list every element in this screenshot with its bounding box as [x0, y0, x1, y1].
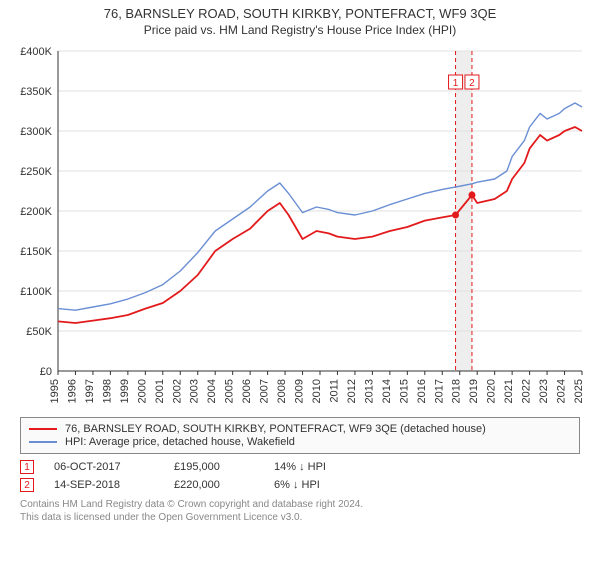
line-chart-svg: £0 £50K £100K £150K £200K £250K £300K £350K £400…: [10, 41, 590, 411]
svg-text:2012: 2012: [346, 379, 358, 403]
svg-text:2: 2: [469, 78, 475, 89]
svg-text:2025: 2025: [573, 379, 585, 403]
svg-text:1999: 1999: [119, 379, 131, 403]
svg-text:2019: 2019: [468, 379, 480, 403]
svg-text:2017: 2017: [433, 379, 445, 403]
legend-item: 76, BARNSLEY ROAD, SOUTH KIRKBY, PONTEFR…: [29, 423, 571, 435]
svg-text:£100K: £100K: [20, 286, 52, 298]
legend-swatch: [29, 428, 57, 430]
svg-text:£150K: £150K: [20, 246, 52, 258]
legend-box: 76, BARNSLEY ROAD, SOUTH KIRKBY, PONTEFR…: [20, 417, 580, 454]
sale-marker: 1: [20, 460, 34, 474]
svg-text:£400K: £400K: [20, 46, 52, 58]
chart-title: 76, BARNSLEY ROAD, SOUTH KIRKBY, PONTEFR…: [0, 6, 600, 21]
svg-text:2002: 2002: [171, 379, 183, 403]
svg-text:1998: 1998: [101, 379, 113, 403]
sale-delta: 6% ↓ HPI: [274, 479, 374, 491]
svg-text:2022: 2022: [521, 379, 533, 403]
svg-text:2000: 2000: [136, 379, 148, 403]
legend-swatch: [29, 441, 57, 443]
svg-text:1995: 1995: [49, 379, 61, 403]
sale-row: 1 06-OCT-2017£195,00014% ↓ HPI: [20, 460, 580, 474]
svg-text:£350K: £350K: [20, 86, 52, 98]
svg-text:2005: 2005: [224, 379, 236, 403]
svg-text:2003: 2003: [189, 379, 201, 403]
svg-text:2024: 2024: [556, 379, 568, 403]
svg-text:2023: 2023: [538, 379, 550, 403]
svg-text:£250K: £250K: [20, 166, 52, 178]
sales-table: 1 06-OCT-2017£195,00014% ↓ HPI 2 14-SEP-201…: [20, 460, 580, 492]
svg-text:2015: 2015: [398, 379, 410, 403]
svg-text:2011: 2011: [328, 379, 340, 403]
svg-text:£50K: £50K: [26, 326, 52, 338]
sale-date: 14-SEP-2018: [54, 479, 174, 491]
svg-text:£200K: £200K: [20, 206, 52, 218]
svg-text:2013: 2013: [363, 379, 375, 403]
svg-text:2010: 2010: [311, 379, 323, 403]
sale-row: 2 14-SEP-2018£220,0006% ↓ HPI: [20, 478, 580, 492]
chart-subtitle: Price paid vs. HM Land Registry's House …: [0, 23, 600, 37]
sale-marker: 2: [20, 478, 34, 492]
svg-text:2020: 2020: [486, 379, 498, 403]
chart-area: £0 £50K £100K £150K £200K £250K £300K £350K £400…: [10, 41, 590, 411]
sale-price: £195,000: [174, 461, 274, 473]
chart-container: 76, BARNSLEY ROAD, SOUTH KIRKBY, PONTEFR…: [0, 6, 600, 566]
svg-text:2008: 2008: [276, 379, 288, 403]
svg-text:2018: 2018: [451, 379, 463, 403]
svg-text:2009: 2009: [294, 379, 306, 403]
footer-line2: This data is licensed under the Open Gov…: [20, 511, 580, 524]
legend-label: 76, BARNSLEY ROAD, SOUTH KIRKBY, PONTEFR…: [65, 423, 486, 435]
svg-text:1997: 1997: [84, 379, 96, 403]
footer-attribution: Contains HM Land Registry data © Crown c…: [20, 498, 580, 524]
sale-date: 06-OCT-2017: [54, 461, 174, 473]
svg-text:£300K: £300K: [20, 126, 52, 138]
sale-delta: 14% ↓ HPI: [274, 461, 374, 473]
svg-text:2006: 2006: [241, 379, 253, 403]
sale-price: £220,000: [174, 479, 274, 491]
svg-text:2004: 2004: [206, 379, 218, 403]
svg-text:2001: 2001: [154, 379, 166, 403]
svg-text:£0: £0: [40, 366, 52, 378]
footer-line1: Contains HM Land Registry data © Crown c…: [20, 498, 580, 511]
svg-text:2016: 2016: [416, 379, 428, 403]
svg-text:2007: 2007: [259, 379, 271, 403]
legend-label: HPI: Average price, detached house, Wake…: [65, 436, 295, 448]
svg-text:1: 1: [453, 78, 459, 89]
legend-item: HPI: Average price, detached house, Wake…: [29, 436, 571, 448]
svg-text:2021: 2021: [503, 379, 515, 403]
svg-text:2014: 2014: [381, 379, 393, 403]
svg-text:1996: 1996: [66, 379, 78, 403]
